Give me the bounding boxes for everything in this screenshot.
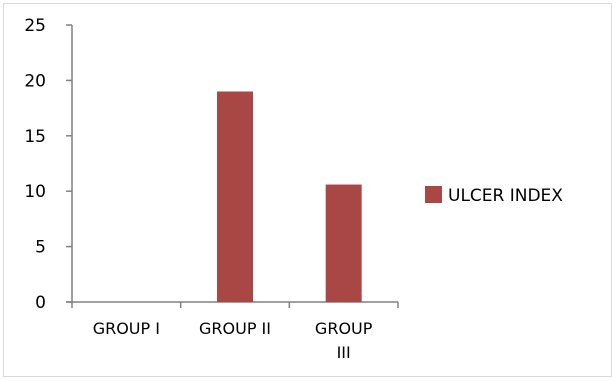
chart-frame [3,3,612,377]
x-category-label: GROUP [315,319,373,338]
legend-swatch [425,186,442,203]
x-category-label: GROUP II [199,319,271,338]
y-tick-label: 25 [24,16,46,36]
legend-label: ULCER INDEX [448,186,563,206]
bar-group-iii [325,184,362,302]
y-tick-label: 10 [24,182,46,202]
y-tick-label: 0 [35,293,46,313]
y-tick-label: 5 [35,238,46,258]
x-category-label: III [337,343,351,362]
y-tick-label: 15 [24,127,46,147]
bar-group-ii [217,91,253,302]
y-tick-label: 20 [24,71,46,91]
x-category-label: GROUP I [93,319,160,338]
